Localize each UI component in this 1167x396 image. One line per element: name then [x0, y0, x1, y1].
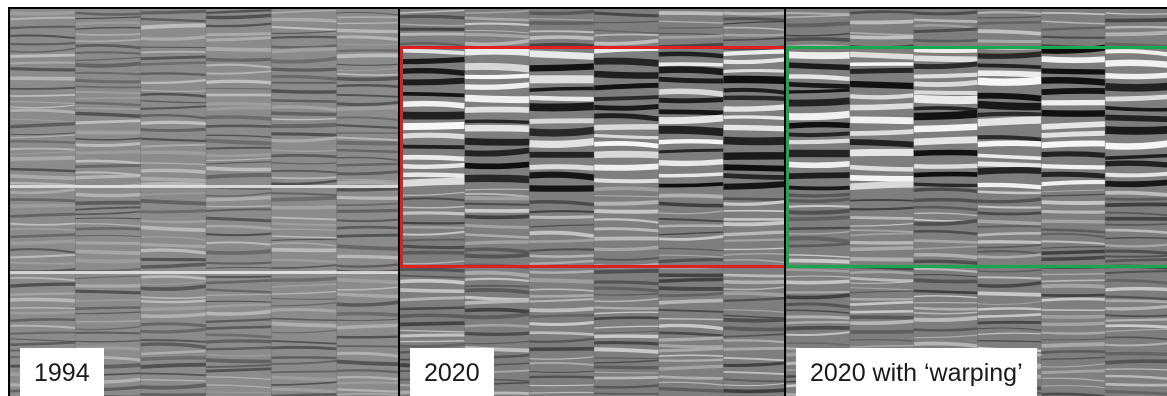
panel-label-1994: 1994 [20, 348, 104, 396]
panel-label-2020-warping: 2020 with ‘warping’ [796, 348, 1037, 396]
seismic-image-2020-warping [786, 9, 1167, 396]
panel-2020: 2020 [398, 7, 786, 396]
panel-1994: 1994 [8, 7, 400, 396]
seismic-image-1994 [10, 9, 400, 396]
seismic-image-2020 [400, 9, 786, 396]
panel-2020-warping: 2020 with ‘warping’ [784, 7, 1167, 396]
panel-label-2020: 2020 [410, 348, 494, 396]
